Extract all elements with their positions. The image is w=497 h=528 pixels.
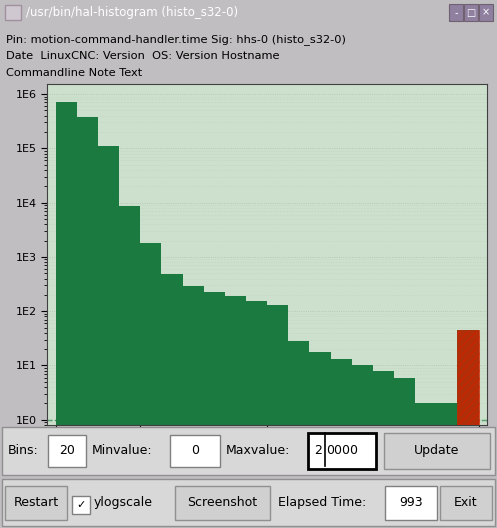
Bar: [77, 117, 98, 528]
Text: Pin: motion-command-handler.time Sig: hhs-0 (histo_s32-0): Pin: motion-command-handler.time Sig: hh…: [6, 34, 346, 45]
Text: ×: ×: [482, 8, 490, 17]
Text: ✓: ✓: [77, 500, 85, 510]
Text: Commandline Note Text: Commandline Note Text: [6, 68, 142, 78]
Bar: [5, 5, 21, 20]
Text: /usr/bin/hal-histogram (histo_s32-0): /usr/bin/hal-histogram (histo_s32-0): [26, 6, 238, 19]
Bar: [182, 286, 204, 528]
Bar: [48, 435, 86, 467]
Text: Maxvalue:: Maxvalue:: [226, 445, 290, 457]
Bar: [440, 486, 492, 520]
Text: 2: 2: [314, 445, 322, 457]
Bar: [119, 206, 140, 528]
Bar: [310, 352, 331, 528]
Bar: [204, 291, 225, 528]
Text: Update: Update: [414, 445, 460, 457]
Text: Restart: Restart: [13, 496, 59, 510]
Text: 0000: 0000: [326, 445, 358, 457]
Bar: [385, 486, 437, 520]
Bar: [170, 435, 220, 467]
Text: 993: 993: [399, 496, 423, 510]
Bar: [98, 146, 119, 528]
Bar: [464, 4, 478, 21]
Text: Exit: Exit: [454, 496, 478, 510]
Bar: [308, 433, 376, 469]
Bar: [140, 243, 162, 528]
Bar: [225, 296, 246, 528]
Bar: [175, 486, 270, 520]
Text: Bins:: Bins:: [8, 445, 39, 457]
Bar: [449, 4, 463, 21]
Text: Screenshot: Screenshot: [187, 496, 257, 510]
Bar: [56, 102, 77, 528]
Bar: [436, 403, 457, 528]
Bar: [457, 330, 479, 528]
Text: 0: 0: [191, 445, 199, 457]
Bar: [415, 403, 436, 528]
Bar: [384, 433, 490, 469]
Text: Minvalue:: Minvalue:: [92, 445, 153, 457]
Bar: [288, 341, 310, 528]
Text: Elapsed Time:: Elapsed Time:: [278, 496, 366, 510]
Text: -: -: [454, 8, 458, 17]
Bar: [5, 486, 67, 520]
Bar: [373, 371, 394, 528]
Bar: [479, 4, 493, 21]
Bar: [331, 359, 352, 528]
Text: 20: 20: [59, 445, 75, 457]
Bar: [267, 305, 288, 528]
Bar: [352, 365, 373, 528]
Bar: [162, 274, 182, 528]
Bar: [246, 301, 267, 528]
Bar: [72, 496, 90, 514]
Text: □: □: [466, 8, 476, 17]
Text: Date  LinuxCNC: Version  OS: Version Hostname: Date LinuxCNC: Version OS: Version Hostn…: [6, 51, 279, 61]
Text: ylogscale: ylogscale: [94, 496, 153, 510]
Bar: [394, 378, 415, 528]
Bar: [457, 330, 479, 528]
